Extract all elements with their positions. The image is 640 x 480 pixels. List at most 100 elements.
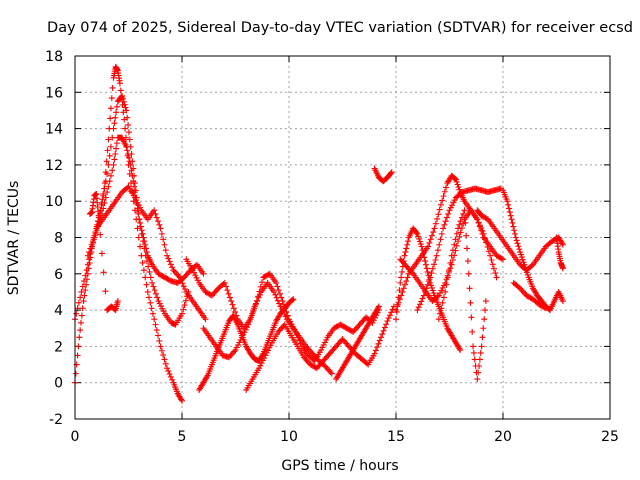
data-point bbox=[125, 121, 132, 128]
data-point bbox=[485, 248, 492, 255]
series-arc-1 bbox=[72, 63, 185, 404]
data-point bbox=[462, 219, 469, 226]
data-point bbox=[225, 290, 232, 297]
data-point bbox=[515, 243, 522, 250]
data-point bbox=[137, 219, 144, 226]
series-arc-3 bbox=[84, 134, 207, 286]
data-point bbox=[113, 109, 120, 116]
data-point bbox=[385, 315, 392, 322]
data-point bbox=[511, 227, 518, 234]
data-point bbox=[180, 306, 187, 313]
data-point bbox=[516, 246, 523, 253]
data-point bbox=[80, 298, 87, 305]
series-arc-2 bbox=[72, 92, 192, 328]
plot-frame bbox=[74, 55, 611, 420]
data-point bbox=[92, 230, 99, 237]
series-arc-19 bbox=[510, 279, 549, 312]
data-point bbox=[493, 274, 500, 281]
y-tick-label: -2 bbox=[49, 412, 63, 428]
axis-ticks: 0 5 10 15 20 25 -2 0 2 4 6 8 10 12 14 16 18 bbox=[45, 49, 619, 445]
data-point bbox=[230, 305, 237, 312]
data-point bbox=[510, 223, 517, 230]
data-point bbox=[428, 232, 435, 239]
data-point bbox=[453, 230, 460, 237]
data-point bbox=[482, 298, 489, 305]
data-point bbox=[437, 310, 444, 317]
data-point bbox=[88, 241, 95, 248]
data-point bbox=[125, 129, 132, 136]
data-point bbox=[481, 316, 488, 323]
data-point bbox=[136, 216, 143, 223]
data-point bbox=[492, 270, 499, 277]
data-point bbox=[274, 283, 281, 290]
data-point bbox=[138, 227, 145, 234]
data-point bbox=[147, 299, 154, 306]
data-point bbox=[77, 319, 84, 326]
data-point bbox=[441, 221, 448, 228]
data-point bbox=[130, 178, 137, 185]
data-point bbox=[461, 207, 468, 214]
data-point bbox=[101, 200, 108, 207]
data-point bbox=[423, 265, 430, 272]
data-point bbox=[430, 229, 437, 236]
data-point bbox=[387, 170, 394, 177]
data-point bbox=[228, 298, 235, 305]
data-point bbox=[401, 252, 408, 259]
data-point bbox=[181, 302, 188, 309]
data-point bbox=[403, 278, 410, 285]
data-point bbox=[394, 301, 401, 308]
data-point bbox=[419, 295, 426, 302]
series-arc-10 bbox=[333, 303, 382, 383]
data-point bbox=[440, 225, 447, 232]
data-point bbox=[142, 241, 149, 248]
data-point bbox=[146, 268, 153, 275]
data-point bbox=[72, 370, 79, 377]
data-points bbox=[72, 63, 566, 404]
data-point bbox=[276, 300, 283, 307]
data-point bbox=[443, 214, 450, 221]
y-tick-label: 18 bbox=[45, 49, 63, 65]
x-tick-label: 10 bbox=[280, 429, 298, 445]
data-point bbox=[471, 356, 478, 363]
data-point bbox=[112, 151, 119, 158]
data-point bbox=[104, 147, 111, 154]
data-point bbox=[482, 235, 489, 242]
data-point bbox=[436, 206, 443, 213]
data-point bbox=[371, 350, 378, 357]
data-point bbox=[436, 241, 443, 248]
data-point bbox=[161, 241, 168, 248]
data-point bbox=[122, 104, 129, 111]
data-point bbox=[162, 247, 169, 254]
data-point bbox=[178, 277, 185, 284]
data-point bbox=[143, 281, 150, 288]
data-point bbox=[452, 236, 459, 243]
data-point bbox=[275, 287, 282, 294]
x-tick-label: 20 bbox=[494, 429, 512, 445]
data-point bbox=[83, 267, 90, 274]
y-tick-label: 16 bbox=[45, 85, 63, 101]
data-point bbox=[74, 305, 81, 312]
data-point bbox=[427, 274, 434, 281]
data-point bbox=[464, 258, 471, 265]
data-point bbox=[86, 256, 93, 263]
x-tick-label: 5 bbox=[178, 429, 187, 445]
data-point bbox=[463, 232, 470, 239]
y-tick-label: 0 bbox=[54, 376, 63, 392]
data-point bbox=[111, 120, 118, 127]
data-point bbox=[84, 261, 91, 268]
data-point bbox=[73, 310, 80, 317]
y-tick-label: 10 bbox=[45, 194, 63, 210]
data-point bbox=[117, 87, 124, 94]
data-point bbox=[78, 288, 85, 295]
data-point bbox=[164, 365, 171, 372]
data-point bbox=[157, 225, 164, 232]
data-point bbox=[86, 249, 93, 256]
data-point bbox=[154, 294, 161, 301]
data-point bbox=[509, 219, 516, 226]
y-tick-label: 2 bbox=[54, 339, 63, 355]
data-point bbox=[113, 140, 120, 147]
data-point bbox=[483, 239, 490, 246]
data-point bbox=[438, 230, 445, 237]
series-arc-17 bbox=[474, 207, 566, 274]
